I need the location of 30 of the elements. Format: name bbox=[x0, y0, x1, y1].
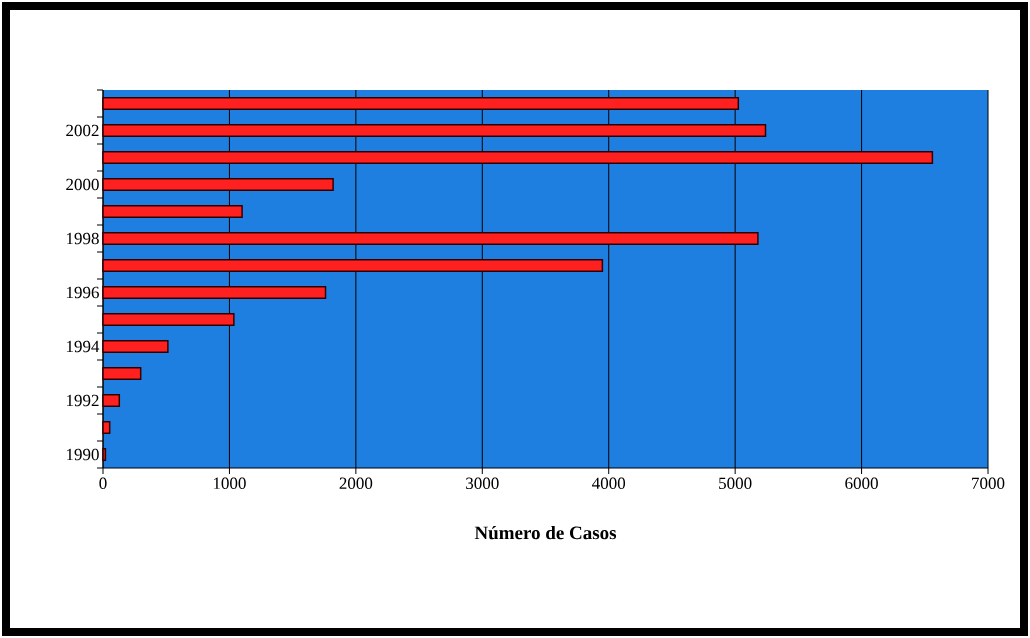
x-tick-label: 2000 bbox=[339, 477, 373, 490]
x-tick-label: 6000 bbox=[845, 477, 878, 490]
x-tick-label: 7000 bbox=[972, 477, 1005, 490]
bar bbox=[102, 178, 334, 191]
y-tick-label: 1992 bbox=[66, 394, 99, 407]
x-tick-label: 1000 bbox=[213, 477, 246, 490]
y-tick-label: 1990 bbox=[66, 448, 99, 461]
bar bbox=[102, 124, 767, 137]
bar bbox=[102, 394, 121, 407]
bar bbox=[102, 448, 107, 461]
bar bbox=[102, 151, 934, 164]
y-tick-label: 2002 bbox=[66, 124, 99, 137]
bar bbox=[102, 313, 235, 326]
y-tick-label: 1994 bbox=[66, 340, 100, 353]
x-tick-label: 3000 bbox=[466, 477, 499, 490]
x-tick-label: 4000 bbox=[592, 477, 626, 490]
y-tick-label: 2000 bbox=[66, 178, 99, 191]
bar bbox=[102, 340, 169, 353]
bar bbox=[102, 232, 759, 245]
x-tick-label: 0 bbox=[99, 477, 107, 490]
bar bbox=[102, 259, 604, 272]
bar bbox=[102, 367, 142, 380]
bar bbox=[102, 97, 740, 110]
y-tick-label: 1996 bbox=[66, 286, 99, 299]
bar bbox=[102, 286, 327, 299]
bar bbox=[102, 205, 243, 218]
x-axis-title: Número de Casos bbox=[474, 525, 617, 540]
y-tick-label: 1998 bbox=[66, 232, 99, 245]
bar bbox=[102, 421, 111, 434]
x-tick-label: 5000 bbox=[719, 477, 752, 490]
